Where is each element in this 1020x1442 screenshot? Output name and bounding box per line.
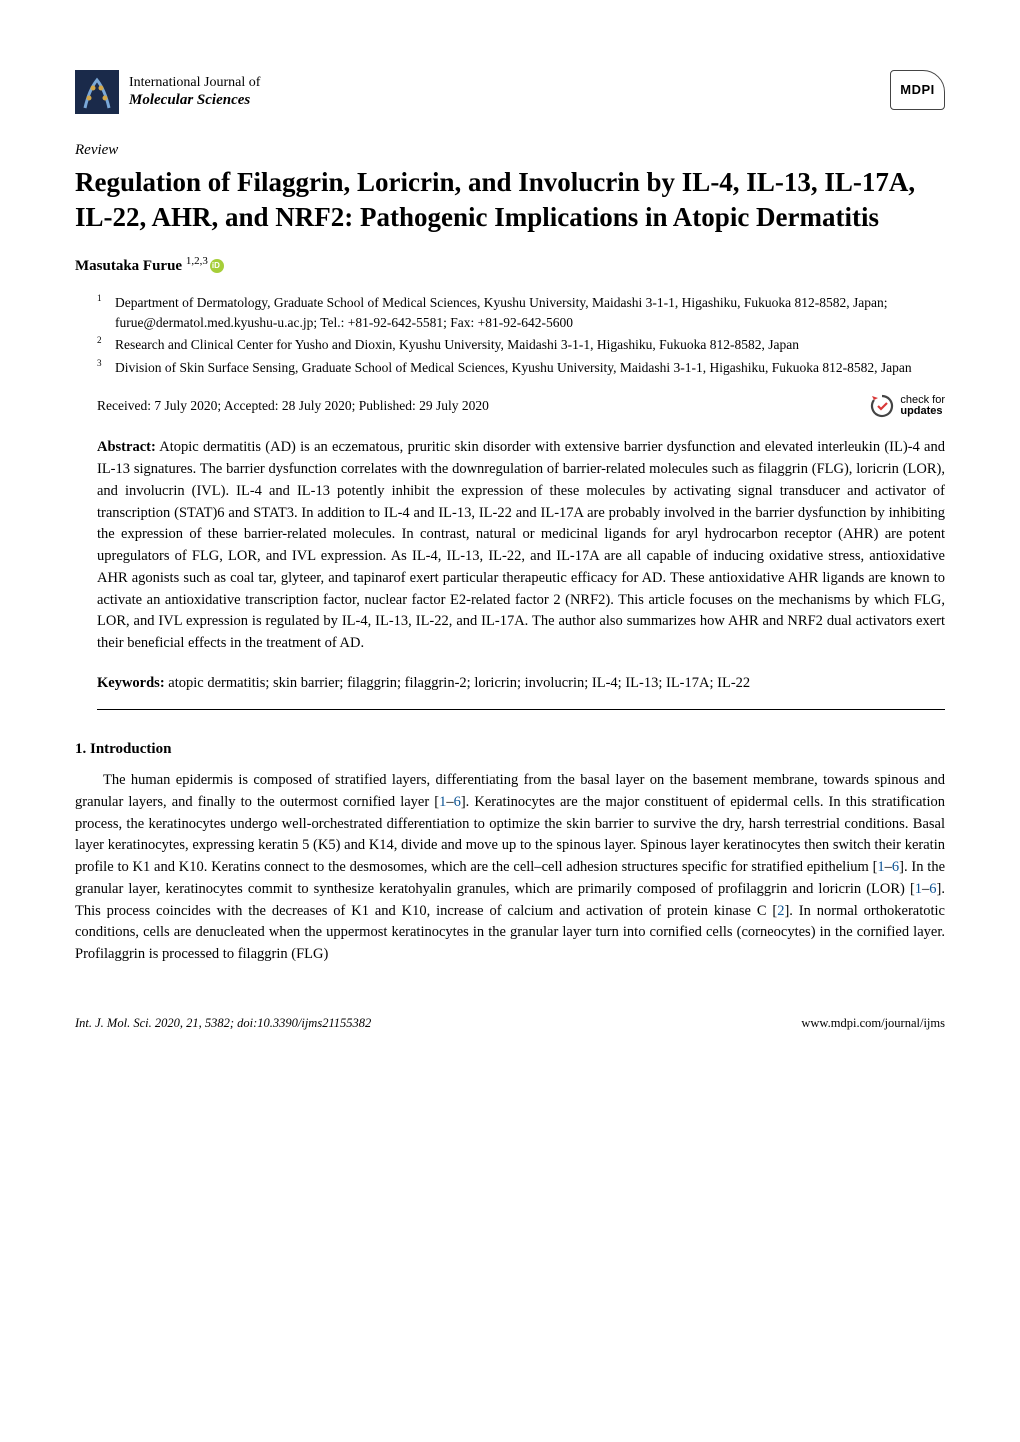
dates-row: Received: 7 July 2020; Accepted: 28 July…	[97, 393, 945, 419]
journal-block: International Journal of Molecular Scien…	[75, 70, 260, 114]
author-name: Masutaka Furue	[75, 258, 182, 274]
abstract-block: Abstract: Atopic dermatitis (AD) is an e…	[97, 437, 945, 655]
paragraph: The human epidermis is composed of strat…	[75, 770, 945, 966]
footer-journal-url: www.mdpi.com/journal/ijms	[801, 1014, 945, 1033]
body-text: The human epidermis is composed of strat…	[75, 770, 945, 966]
affiliation-item: 2 Research and Clinical Center for Yusho…	[97, 335, 945, 355]
article-type: Review	[75, 139, 945, 162]
author-line: Masutaka Furue 1,2,3	[75, 253, 945, 278]
updates-icon	[869, 393, 895, 419]
affiliation-item: 3 Division of Skin Surface Sensing, Grad…	[97, 358, 945, 378]
citation-link[interactable]: 6	[454, 794, 461, 810]
affiliation-num: 3	[97, 357, 115, 378]
abstract-label: Abstract:	[97, 439, 156, 455]
check-updates-badge[interactable]: check for updates	[869, 393, 945, 419]
affiliation-text: Division of Skin Surface Sensing, Gradua…	[115, 358, 912, 378]
updates-line2: updates	[900, 406, 945, 417]
keywords-label: Keywords:	[97, 675, 165, 691]
affiliation-num: 1	[97, 292, 115, 332]
keywords-text: atopic dermatitis; skin barrier; filaggr…	[165, 675, 750, 691]
keywords-block: Keywords: atopic dermatitis; skin barrie…	[97, 673, 945, 695]
affiliation-text: Department of Dermatology, Graduate Scho…	[115, 293, 945, 332]
citation-link[interactable]: 1	[915, 881, 922, 897]
citation-link[interactable]: 6	[929, 881, 936, 897]
journal-name-line2: Molecular Sciences	[129, 91, 260, 109]
footer-row: Int. J. Mol. Sci. 2020, 21, 5382; doi:10…	[75, 1014, 945, 1033]
journal-name: International Journal of Molecular Scien…	[129, 75, 260, 110]
affiliation-text: Research and Clinical Center for Yusho a…	[115, 335, 799, 355]
author-affil-sup: 1,2,3	[186, 255, 208, 267]
abstract-text: Atopic dermatitis (AD) is an eczematous,…	[97, 439, 945, 651]
citation-link[interactable]: 1	[877, 859, 884, 875]
journal-logo-icon	[75, 70, 119, 114]
section-divider	[97, 709, 945, 710]
publisher-logo: MDPI	[890, 70, 945, 110]
publication-dates: Received: 7 July 2020; Accepted: 28 July…	[97, 396, 489, 416]
orcid-icon[interactable]	[210, 259, 224, 273]
affiliations-block: 1 Department of Dermatology, Graduate Sc…	[97, 293, 945, 377]
affiliation-num: 2	[97, 334, 115, 355]
section-heading: 1. Introduction	[75, 738, 945, 761]
footer-citation: Int. J. Mol. Sci. 2020, 21, 5382; doi:10…	[75, 1014, 371, 1033]
header-row: International Journal of Molecular Scien…	[75, 70, 945, 114]
affiliation-item: 1 Department of Dermatology, Graduate Sc…	[97, 293, 945, 332]
article-title: Regulation of Filaggrin, Loricrin, and I…	[75, 165, 945, 235]
journal-name-line1: International Journal of	[129, 75, 260, 92]
